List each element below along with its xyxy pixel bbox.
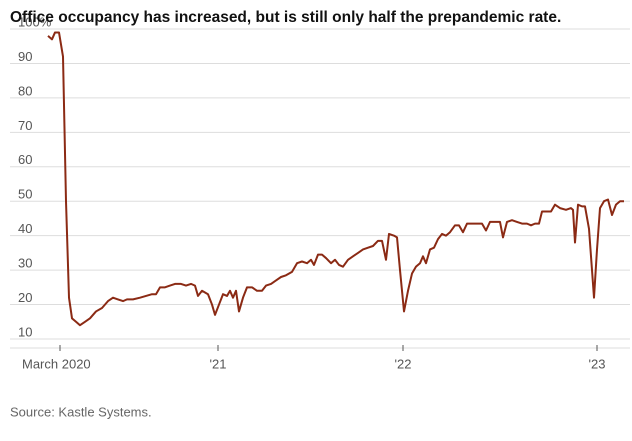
y-tick-label: 80 bbox=[18, 83, 32, 98]
y-tick-label: 40 bbox=[18, 221, 32, 236]
x-tick-label: '22 bbox=[395, 356, 412, 371]
x-tick-label: March 2020 bbox=[22, 356, 91, 371]
y-tick-label: 100% bbox=[18, 14, 52, 29]
y-tick-label: 30 bbox=[18, 256, 32, 271]
y-tick-label: 90 bbox=[18, 49, 32, 64]
source: Source: Kastle Systems. bbox=[10, 404, 152, 419]
y-tick-label: 50 bbox=[18, 187, 32, 202]
y-tick-label: 20 bbox=[18, 290, 32, 305]
line bbox=[47, 31, 624, 327]
x-tick-label: '21 bbox=[210, 356, 227, 371]
y-tick-label: 60 bbox=[18, 152, 32, 167]
x-tick-label: '23 bbox=[589, 356, 606, 371]
y-tick-label: 10 bbox=[18, 324, 32, 339]
y-tick-label: 70 bbox=[18, 118, 32, 133]
chart-title: Office occupancy has increased, but is s… bbox=[10, 9, 561, 26]
